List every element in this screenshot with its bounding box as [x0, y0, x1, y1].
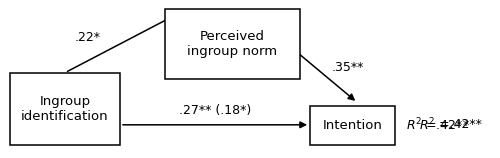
FancyBboxPatch shape: [165, 9, 300, 79]
Text: Ingroup
identification: Ingroup identification: [21, 95, 109, 123]
Text: $R^{2}$: $R^{2}$: [419, 116, 435, 133]
Text: .22*: .22*: [74, 31, 101, 44]
Text: .35**: .35**: [332, 61, 364, 74]
FancyBboxPatch shape: [310, 106, 395, 145]
Text: $R^2$ =.42**: $R^2$ =.42**: [406, 116, 469, 133]
Text: Intention: Intention: [322, 119, 382, 132]
Text: Perceived
ingroup norm: Perceived ingroup norm: [188, 30, 278, 58]
Text: =.42**: =.42**: [435, 118, 482, 131]
Text: .27** (.18*): .27** (.18*): [179, 104, 251, 117]
FancyBboxPatch shape: [10, 73, 120, 145]
